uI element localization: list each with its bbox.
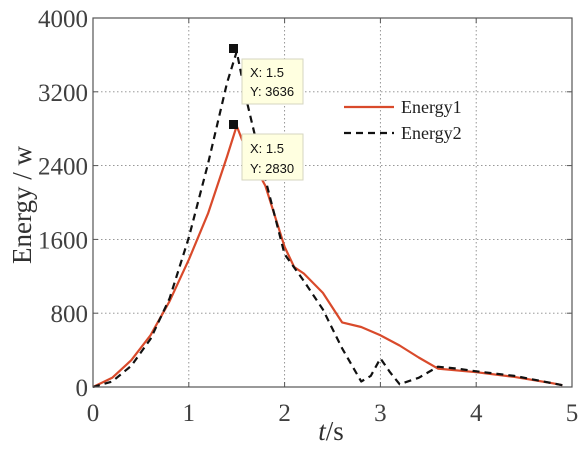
datatip-y: Y: 3636 [250, 84, 294, 99]
x-axis-title-italic: t [318, 416, 327, 446]
datatip-marker [229, 44, 238, 53]
y-tick-label: 0 [76, 375, 89, 402]
x-tick-label: 1 [183, 400, 196, 427]
y-tick-label: 2400 [38, 154, 88, 181]
datatip-energy2: X: 1.5 Y: 3636 [229, 44, 304, 105]
y-tick-label: 800 [51, 301, 89, 328]
x-tick-label: 5 [566, 400, 579, 427]
x-tick-label: 3 [374, 400, 387, 427]
legend: Energy1 Energy2 [344, 97, 462, 143]
plot-frame [92, 17, 573, 388]
series-line-energy2 [92, 50, 563, 389]
y-tick-label: 1600 [38, 227, 88, 254]
axis-ticks: 0 1 2 3 4 5 0 800 1600 2400 3200 4000 [38, 6, 578, 427]
series-lines [92, 50, 563, 389]
datatip-energy1: X: 1.5 Y: 2830 [229, 120, 304, 181]
y-axis-title: Energy / w [7, 146, 37, 264]
y-tick-label: 4000 [38, 6, 88, 33]
legend-label-energy2: Energy2 [401, 123, 462, 143]
x-tick-label: 2 [278, 400, 291, 427]
y-tick-label: 3200 [38, 80, 88, 107]
x-axis-title: t/s [318, 416, 344, 446]
datatip-x: X: 1.5 [250, 65, 284, 80]
x-axis-title-unit: /s [326, 416, 344, 446]
datatip-box [241, 58, 304, 105]
datatip-y: Y: 2830 [250, 161, 294, 176]
datatip-box [241, 133, 304, 181]
x-tick-label: 4 [470, 400, 483, 427]
legend-label-energy1: Energy1 [401, 97, 462, 117]
datatip-x: X: 1.5 [250, 141, 284, 156]
x-tick-label: 0 [87, 400, 100, 427]
datatip-marker [229, 120, 238, 129]
